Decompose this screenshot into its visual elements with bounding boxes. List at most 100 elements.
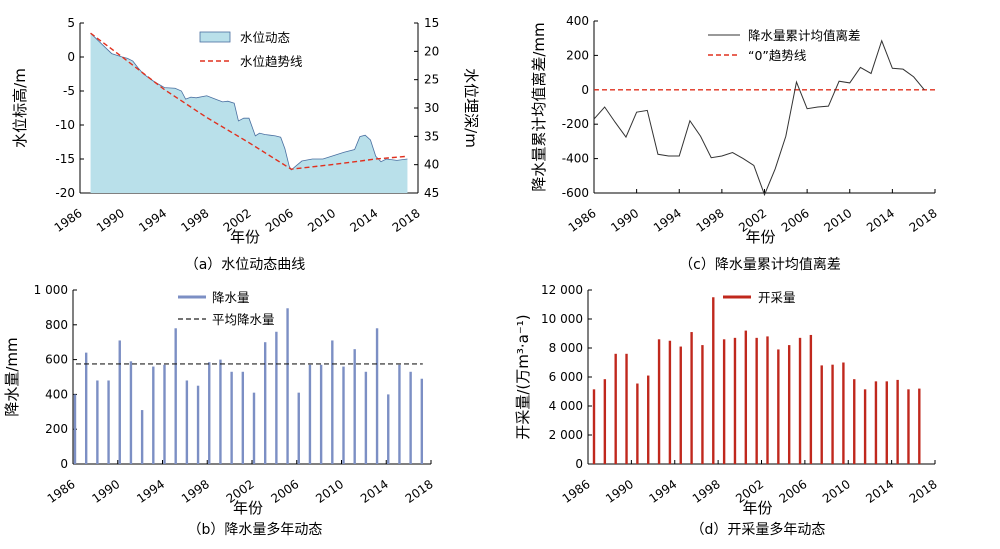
y-tick-label: -600 bbox=[562, 186, 589, 200]
legend-label-water-level: 水位动态 bbox=[240, 30, 290, 45]
y-tick-label: 4 000 bbox=[549, 399, 583, 413]
x-tick-label: 1986 bbox=[45, 477, 78, 506]
extraction-bar bbox=[777, 349, 780, 464]
y-tick-label: -400 bbox=[562, 152, 589, 166]
precip-bar bbox=[353, 349, 356, 464]
precip-bar bbox=[342, 366, 345, 464]
extraction-bar bbox=[863, 389, 867, 464]
y-tick-label: 0 bbox=[67, 50, 75, 64]
panel-caption: （b）降水量多年动态 bbox=[188, 521, 323, 538]
extraction-bar bbox=[603, 379, 607, 464]
x-tick-label: 2018 bbox=[390, 206, 423, 235]
extraction-bar bbox=[690, 332, 693, 464]
legend-label-extraction: 开采量 bbox=[758, 290, 796, 305]
y2-tick-label: 40 bbox=[424, 158, 439, 172]
x-tick-label: 1990 bbox=[603, 477, 636, 506]
extraction-bar bbox=[755, 337, 758, 464]
panel-caption: （d）开采量多年动态 bbox=[691, 521, 826, 538]
panel-a-water-level: 1986 1990 1994 1998 2002 2006 2010 2014 201850-5… bbox=[11, 16, 480, 273]
x-tick-label: 2010 bbox=[820, 477, 853, 506]
x-tick-label: 2014 bbox=[358, 477, 391, 506]
panel-caption: （a）水位动态曲线 bbox=[185, 257, 306, 273]
x-tick-label: 2018 bbox=[907, 206, 940, 235]
legend-label-deviation: 降水量累计均值离差 bbox=[748, 28, 861, 43]
x-tick-label: 2006 bbox=[263, 206, 296, 235]
precip-bar bbox=[185, 380, 189, 464]
y-tick-label: 200 bbox=[566, 48, 589, 62]
y-tick-label: 0 bbox=[575, 457, 583, 471]
y2-tick-label: 25 bbox=[424, 73, 439, 87]
x-tick-label: 1998 bbox=[178, 206, 211, 235]
precip-bar bbox=[409, 371, 412, 464]
y2-tick-label: 30 bbox=[424, 101, 439, 115]
y-tick-label: 12 000 bbox=[541, 283, 583, 297]
legend-label-precip: 降水量 bbox=[212, 290, 250, 305]
precip-bar bbox=[73, 394, 77, 464]
x-tick-label: 2006 bbox=[268, 477, 301, 506]
precip-bar bbox=[174, 328, 177, 464]
extraction-bar bbox=[679, 346, 682, 464]
y-axis-title: 水位标高/m bbox=[11, 68, 29, 148]
extraction-bar bbox=[809, 334, 813, 464]
y-tick-label: 600 bbox=[45, 353, 68, 367]
extraction-bar bbox=[918, 388, 921, 464]
x-tick-label: 1990 bbox=[94, 206, 127, 235]
y-axis-title: 降水量累计均值离差/mm bbox=[530, 22, 548, 191]
precip-bar bbox=[319, 364, 323, 464]
y-tick-label: -20 bbox=[55, 186, 75, 200]
precip-bar bbox=[107, 380, 110, 464]
x-tick-label: 1990 bbox=[89, 477, 122, 506]
extraction-bar bbox=[722, 339, 726, 464]
extraction-bar bbox=[874, 381, 878, 464]
y2-tick-label: 20 bbox=[424, 44, 439, 58]
panel-c-precip-deviation: 1986 1990 1994 1998 2002 2006 2010 2014 20184002… bbox=[530, 14, 940, 273]
precip-bar bbox=[196, 385, 200, 464]
extraction-bar bbox=[766, 336, 769, 464]
y-tick-label: 6 000 bbox=[549, 370, 583, 384]
y2-tick-label: 15 bbox=[424, 16, 439, 30]
extraction-bar bbox=[733, 337, 737, 464]
x-tick-label: 2014 bbox=[864, 206, 897, 235]
y-tick-label: -10 bbox=[55, 118, 75, 132]
y-tick-label: 800 bbox=[45, 318, 68, 332]
legend-label-mean: 平均降水量 bbox=[212, 312, 275, 327]
precip-bar bbox=[364, 371, 368, 464]
x-tick-label: 2010 bbox=[305, 206, 338, 235]
y-tick-label: 400 bbox=[566, 14, 589, 28]
x-tick-label: 1994 bbox=[134, 477, 167, 506]
extraction-bar bbox=[701, 345, 704, 464]
y-axis-title: 开采量/(万m³·a⁻¹) bbox=[514, 314, 532, 439]
precip-bar bbox=[252, 392, 256, 464]
y2-tick-label: 35 bbox=[424, 129, 439, 143]
precip-bar bbox=[208, 362, 211, 464]
precip-bar bbox=[118, 340, 121, 464]
water-level-area bbox=[90, 33, 408, 194]
y-tick-label: 200 bbox=[45, 422, 68, 436]
extraction-bar bbox=[896, 379, 899, 464]
extraction-bar bbox=[798, 337, 802, 464]
y-tick-label: -200 bbox=[562, 117, 589, 131]
extraction-bar bbox=[625, 353, 628, 464]
x-tick-label: 2006 bbox=[779, 206, 812, 235]
extraction-bar bbox=[592, 389, 596, 464]
precip-bar bbox=[96, 380, 99, 464]
y-tick-label: 0 bbox=[60, 457, 68, 471]
extraction-bar bbox=[657, 339, 661, 464]
x-tick-label: 1994 bbox=[646, 477, 679, 506]
precip-bar bbox=[152, 366, 155, 464]
precip-bar bbox=[286, 308, 289, 464]
y-tick-label: 0 bbox=[581, 83, 589, 97]
x-tick-label: 1986 bbox=[52, 206, 85, 235]
extraction-bar bbox=[744, 330, 748, 464]
extraction-bar bbox=[831, 364, 834, 464]
extraction-bar bbox=[787, 345, 791, 464]
x-tick-label: 1994 bbox=[136, 206, 169, 235]
precip-bar bbox=[297, 392, 300, 464]
precip-bar bbox=[387, 394, 390, 464]
precip-bar bbox=[398, 364, 401, 464]
x-axis-title: 年份 bbox=[742, 499, 772, 517]
extraction-bar bbox=[647, 375, 650, 464]
precip-bar bbox=[375, 328, 379, 464]
y-tick-label: -15 bbox=[55, 152, 75, 166]
